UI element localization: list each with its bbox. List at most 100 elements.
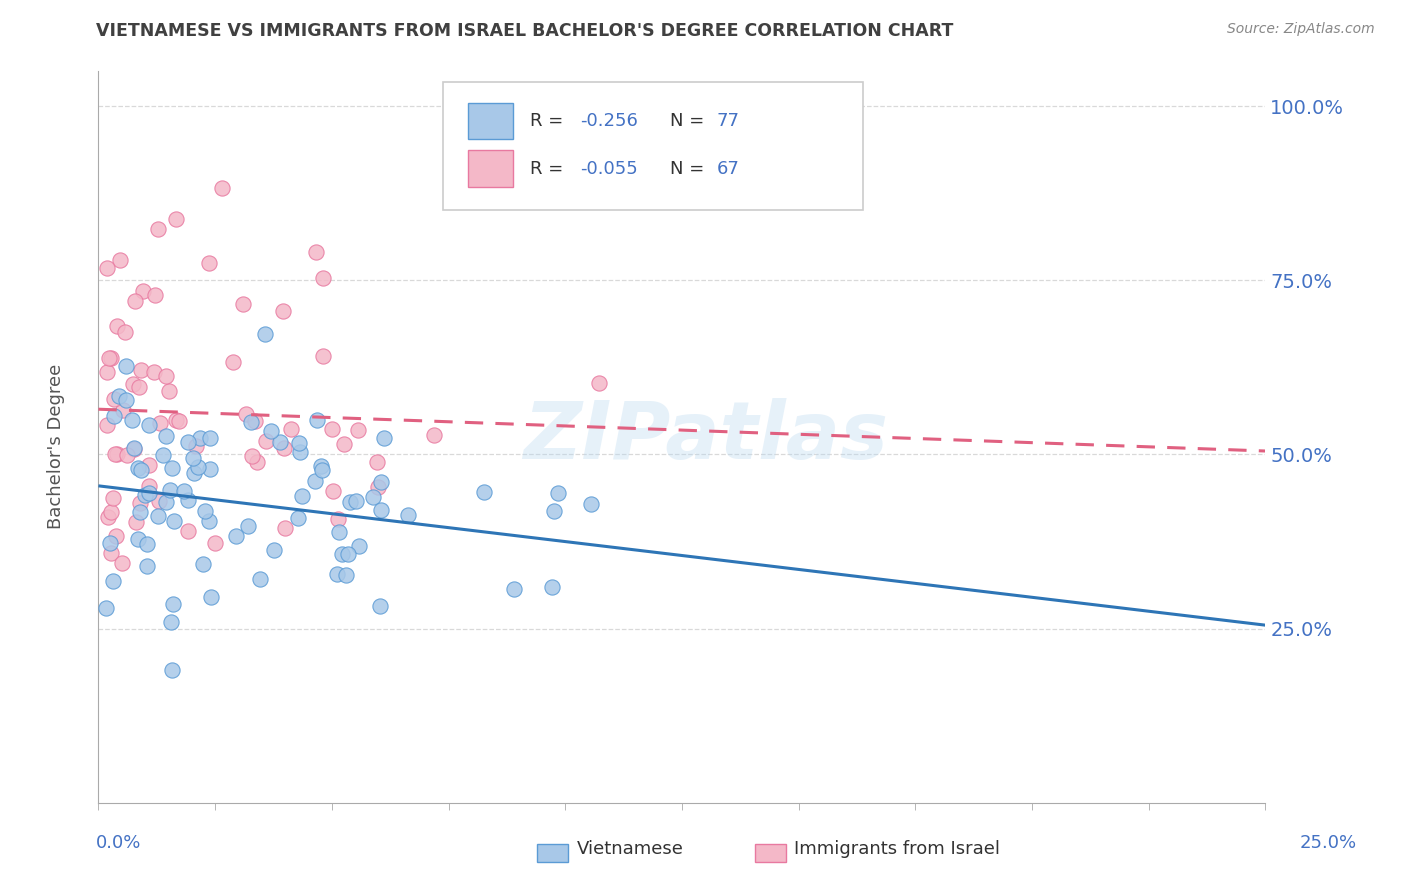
Point [176, 524, 198, 538]
Point [160, 460, 183, 475]
Point [122, 376, 145, 391]
Point [225, 529, 247, 543]
Point [183, 466, 205, 480]
Point [249, 573, 271, 587]
Point [143, 288, 166, 302]
Point [157, 384, 180, 398]
Point [94, 601, 117, 615]
Point [117, 448, 139, 462]
Point [138, 486, 160, 500]
Text: Immigrants from Israel: Immigrants from Israel [794, 840, 1001, 858]
Point [198, 514, 221, 528]
Text: Bachelor's Degree: Bachelor's Degree [48, 363, 65, 529]
Point [236, 518, 259, 533]
Point [155, 495, 177, 509]
Point [204, 535, 226, 549]
Point [115, 359, 138, 373]
Point [547, 486, 569, 500]
Point [127, 533, 149, 547]
Text: R =: R = [530, 112, 569, 130]
Point [541, 580, 564, 594]
Point [155, 368, 177, 383]
FancyBboxPatch shape [443, 82, 863, 211]
Point [121, 412, 143, 426]
Point [101, 491, 124, 505]
Point [183, 450, 205, 465]
Point [124, 293, 146, 308]
Point [148, 494, 170, 508]
Point [135, 559, 157, 574]
Point [98, 536, 121, 550]
Point [132, 284, 155, 298]
Point [122, 441, 145, 455]
Point [239, 415, 262, 429]
Point [211, 180, 233, 194]
Point [98, 351, 121, 366]
Point [271, 304, 294, 318]
Point [254, 434, 277, 449]
Text: VIETNAMESE VS IMMIGRANTS FROM ISRAEL BACHELOR'S DEGREE CORRELATION CHART: VIETNAMESE VS IMMIGRANTS FROM ISRAEL BAC… [96, 22, 953, 40]
Point [373, 431, 395, 445]
Point [321, 422, 343, 436]
Point [309, 459, 332, 474]
Point [104, 529, 127, 543]
Point [160, 663, 183, 677]
Point [305, 244, 328, 259]
Point [232, 297, 254, 311]
Text: -0.055: -0.055 [581, 160, 638, 178]
Point [274, 521, 297, 535]
Point [503, 582, 526, 596]
Point [222, 355, 245, 369]
Point [110, 556, 132, 570]
Point [328, 524, 350, 539]
Point [142, 365, 165, 379]
Point [129, 363, 152, 377]
Point [100, 546, 122, 560]
Point [370, 475, 392, 489]
Point [246, 455, 269, 469]
Point [260, 424, 283, 438]
Point [108, 389, 131, 403]
Point [543, 504, 565, 518]
Point [366, 455, 388, 469]
Point [347, 539, 370, 553]
Point [269, 435, 291, 450]
Point [148, 509, 170, 524]
Point [396, 508, 419, 522]
Point [103, 409, 125, 423]
Point [148, 221, 170, 235]
Point [579, 497, 602, 511]
Point [312, 270, 335, 285]
Point [280, 422, 302, 436]
Point [288, 435, 311, 450]
Point [290, 445, 312, 459]
Point [191, 557, 214, 571]
Point [198, 256, 221, 270]
Point [104, 447, 127, 461]
Point [100, 505, 122, 519]
Bar [468, 151, 513, 187]
Point [159, 483, 181, 497]
Point [240, 449, 263, 463]
Point [307, 413, 329, 427]
Point [105, 318, 128, 333]
Point [344, 494, 367, 508]
Point [176, 493, 198, 508]
Point [100, 351, 122, 366]
Text: 25.0%: 25.0% [1299, 834, 1357, 852]
Point [114, 393, 136, 408]
Point [337, 547, 360, 561]
Point [312, 349, 335, 363]
Point [254, 326, 277, 341]
Point [152, 448, 174, 462]
Point [114, 326, 136, 340]
Point [97, 509, 120, 524]
Point [245, 414, 267, 428]
Point [326, 567, 349, 582]
Point [186, 439, 208, 453]
Point [198, 462, 221, 476]
Point [370, 503, 392, 517]
Point [235, 408, 257, 422]
Point [103, 392, 125, 407]
Point [370, 599, 392, 613]
